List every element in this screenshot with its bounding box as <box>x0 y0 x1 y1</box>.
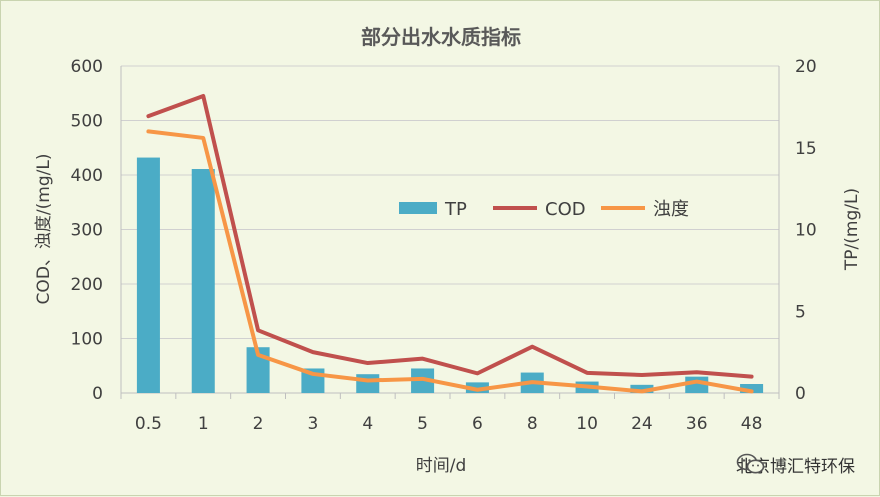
y-right-tick-label: 20 <box>795 57 817 77</box>
x-tick-label: 5 <box>417 414 428 434</box>
watermark: 北京博汇特环保 <box>736 452 855 477</box>
y-left-axis-label: COD、浊度/(mg/L) <box>34 154 54 305</box>
x-tick-label: 36 <box>686 414 708 434</box>
legend-label: COD <box>545 199 586 220</box>
x-tick-label: 0.5 <box>135 414 162 434</box>
y-left-tick-label: 500 <box>71 112 103 132</box>
x-axis-label: 时间/d <box>416 456 467 476</box>
chart-title: 部分出水水质指标 <box>361 25 521 49</box>
line-series-1 <box>148 96 751 377</box>
y-left-tick-label: 400 <box>71 166 103 186</box>
legend-swatch-0 <box>399 202 437 214</box>
bar-tp <box>137 158 160 393</box>
y-left-tick-label: 0 <box>92 384 103 404</box>
y-right-axis-label: TP/(mg/L) <box>842 188 862 271</box>
x-tick-label: 48 <box>741 414 763 434</box>
y-right-tick-label: 5 <box>795 302 806 322</box>
line-series-2 <box>148 131 751 391</box>
x-tick-label: 10 <box>576 414 598 434</box>
legend-label: 浊度 <box>653 199 689 220</box>
y-right-tick-label: 0 <box>795 384 806 404</box>
legend-label: TP <box>444 199 467 220</box>
y-left-tick-label: 200 <box>71 275 103 295</box>
x-tick-label: 1 <box>198 414 209 434</box>
x-tick-label: 4 <box>362 414 373 434</box>
x-tick-label: 8 <box>527 414 538 434</box>
x-tick-label: 3 <box>308 414 319 434</box>
x-tick-label: 6 <box>472 414 483 434</box>
x-tick-label: 2 <box>253 414 264 434</box>
bar-tp <box>356 374 379 393</box>
y-left-tick-label: 600 <box>71 57 103 77</box>
y-right-tick-label: 15 <box>795 139 817 159</box>
y-right-tick-label: 10 <box>795 221 817 241</box>
bar-tp <box>192 169 215 393</box>
y-left-tick-label: 100 <box>71 330 103 350</box>
x-tick-label: 24 <box>631 414 653 434</box>
y-left-tick-label: 300 <box>71 221 103 241</box>
wechat-icon <box>736 452 766 476</box>
